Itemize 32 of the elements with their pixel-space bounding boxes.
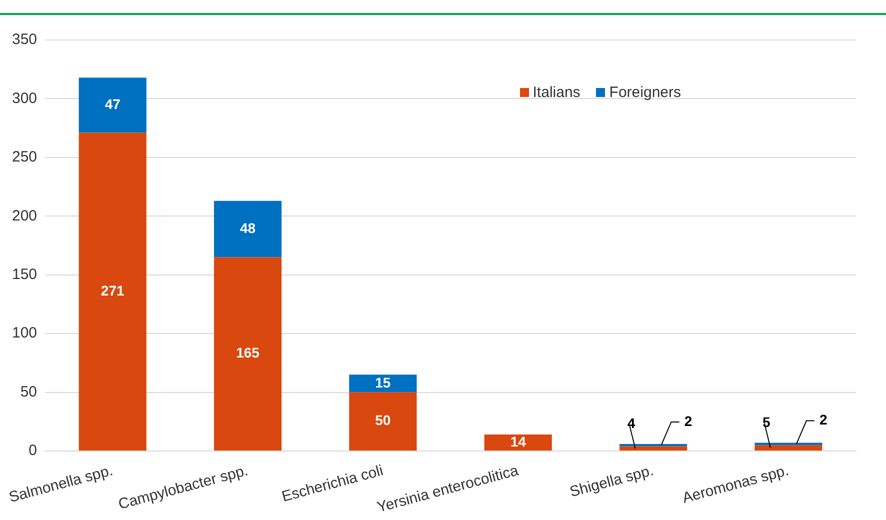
legend-label: Italians — [532, 84, 580, 101]
y-tick-label: 150 — [12, 266, 38, 283]
y-tick-label: 100 — [12, 324, 38, 342]
y-tick-label: 350 — [12, 31, 38, 48]
bar — [754, 445, 822, 450]
bar — [214, 257, 282, 450]
bar — [619, 446, 688, 450]
y-tick-label: 50 — [20, 383, 38, 400]
data-label: 47 — [104, 96, 121, 112]
data-label: 2 — [820, 412, 828, 428]
bar — [349, 392, 417, 450]
y-tick-label: 200 — [12, 207, 38, 224]
bar — [214, 200, 282, 258]
data-label: 50 — [375, 412, 391, 428]
data-label: 48 — [240, 220, 256, 236]
y-tick-label: 0 — [28, 442, 38, 460]
y-tick-label: 250 — [12, 148, 38, 166]
data-label: 165 — [236, 344, 260, 361]
data-label: 15 — [375, 374, 391, 390]
bar — [484, 434, 552, 450]
data-label: 14 — [510, 433, 526, 450]
bar — [78, 78, 146, 133]
y-tick-label: 300 — [12, 90, 38, 107]
data-label: 271 — [100, 282, 124, 298]
data-label: 2 — [684, 412, 692, 429]
data-label: 5 — [762, 414, 771, 430]
bar — [78, 132, 146, 450]
legend-label: Foreigners — [609, 84, 681, 101]
bar — [619, 444, 688, 446]
x-tick-label: Shigella spp. — [568, 462, 656, 501]
bar — [349, 374, 417, 392]
data-label: 4 — [627, 415, 636, 432]
